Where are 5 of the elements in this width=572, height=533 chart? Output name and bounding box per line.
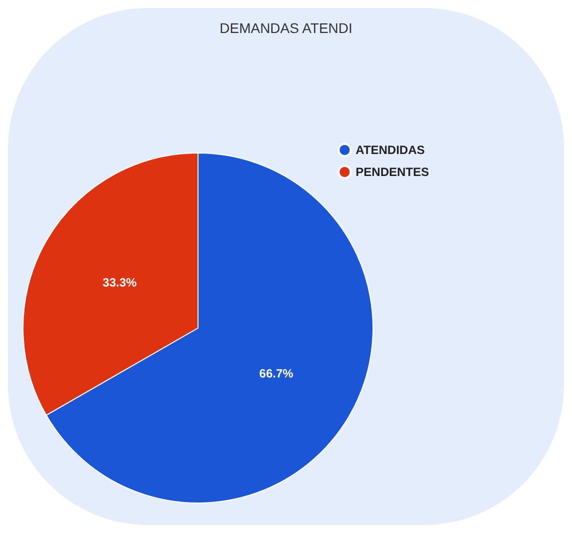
legend-label: PENDENTES <box>356 165 430 179</box>
data-label: 33.3% <box>102 276 138 290</box>
data-label: 66.7% <box>259 366 294 380</box>
chart-title: DEMANDAS ATENDI <box>220 20 352 36</box>
legend-label: ATENDIDAS <box>356 143 425 157</box>
